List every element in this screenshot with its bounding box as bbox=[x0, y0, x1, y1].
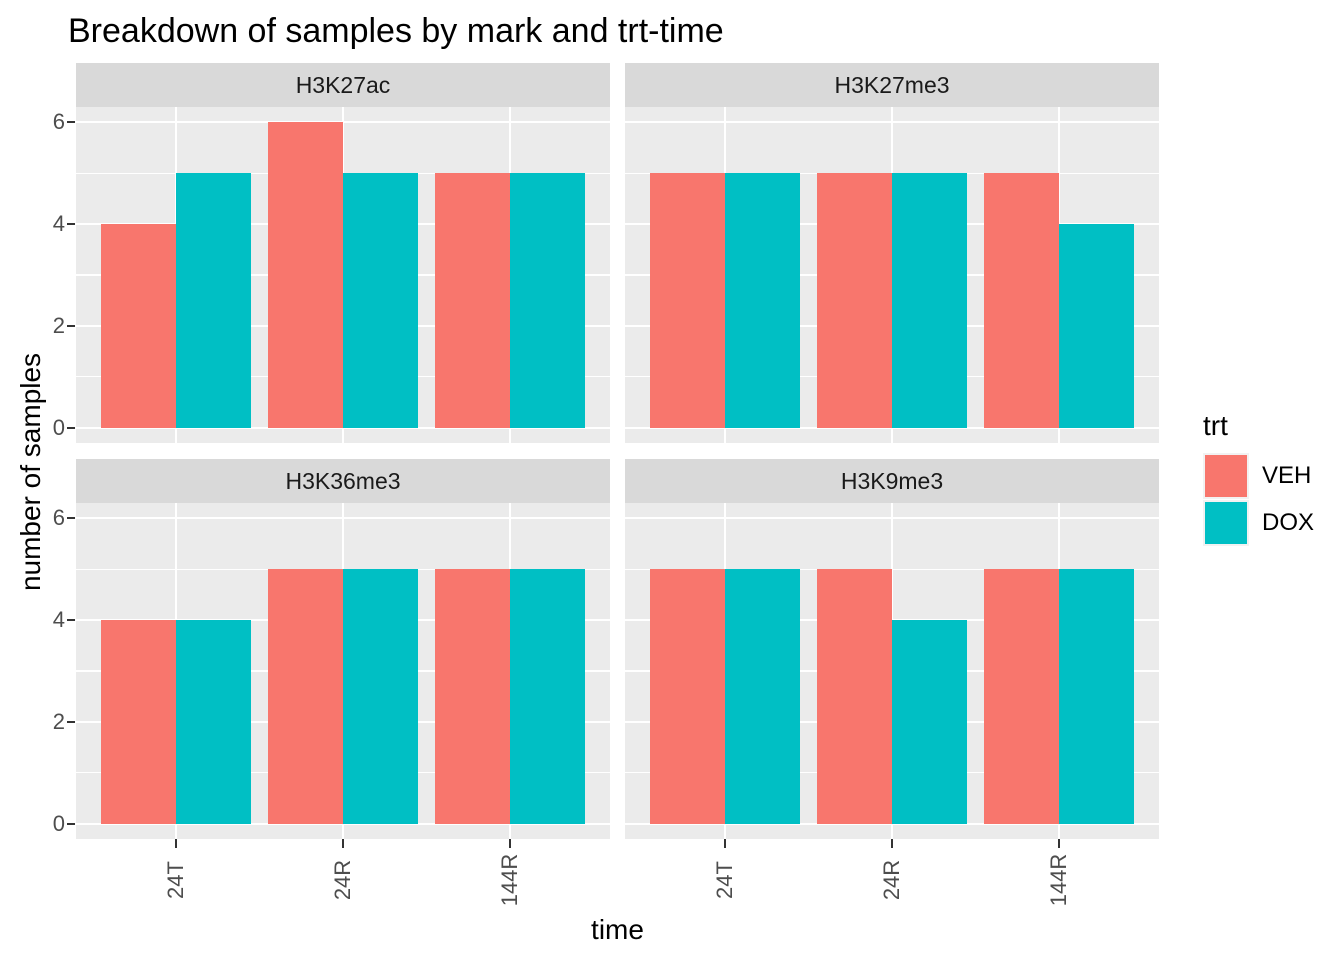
major-gridline-vertical bbox=[341, 503, 345, 839]
bar-dox-24T bbox=[176, 620, 252, 824]
legend-label: DOX bbox=[1262, 509, 1315, 536]
legend-title: trt bbox=[1203, 410, 1228, 441]
x-tick-label: 24R bbox=[330, 859, 355, 901]
y-tick-label: 6 bbox=[52, 505, 65, 531]
y-tick-label: 0 bbox=[52, 414, 65, 440]
legend-label: VEH bbox=[1262, 462, 1312, 489]
legend-key-swatch bbox=[1203, 453, 1249, 499]
x-tick-label: 144R bbox=[1045, 853, 1071, 907]
y-tick-mark bbox=[67, 223, 75, 226]
bar-dox-144R bbox=[509, 569, 585, 824]
facet-strip-label: H3K27me3 bbox=[834, 71, 950, 98]
panel-h3k36me3 bbox=[76, 503, 610, 839]
bar-veh-24R bbox=[816, 173, 892, 428]
facet-strip-label: H3K9me3 bbox=[840, 467, 944, 494]
facet-strip-label: H3K36me3 bbox=[285, 467, 401, 494]
y-tick-mark bbox=[67, 720, 75, 723]
bar-dox-24T bbox=[725, 569, 801, 824]
x-tick-mark bbox=[175, 839, 178, 848]
dox-color-swatch bbox=[1205, 502, 1247, 544]
facet-strip-label: H3K27ac bbox=[295, 71, 391, 98]
y-tick-mark bbox=[67, 517, 75, 520]
y-tick-mark bbox=[67, 619, 75, 622]
y-tick-mark bbox=[67, 324, 75, 327]
bar-dox-24R bbox=[892, 173, 968, 428]
facet-strip-h3k9me3: H3K9me3 bbox=[625, 459, 1159, 503]
major-gridline-vertical bbox=[890, 503, 894, 839]
legend-key-swatch bbox=[1203, 500, 1249, 546]
x-tick-mark bbox=[1057, 839, 1060, 848]
bar-dox-24T bbox=[176, 173, 252, 428]
bar-dox-144R bbox=[1058, 224, 1134, 428]
y-tick-mark bbox=[67, 121, 75, 124]
y-tick-label: 4 bbox=[52, 607, 65, 633]
panel-h3k27me3 bbox=[625, 107, 1159, 443]
x-tick-label: 24T bbox=[163, 861, 189, 899]
bar-veh-144R bbox=[434, 569, 510, 824]
legend: trt VEH DOX bbox=[1203, 410, 1314, 547]
x-tick-mark bbox=[341, 839, 345, 848]
bar-veh-24R bbox=[267, 569, 343, 824]
bar-veh-24R bbox=[267, 122, 343, 428]
bar-veh-144R bbox=[983, 173, 1059, 428]
facet-strip-h3k27me3: H3K27me3 bbox=[625, 63, 1159, 107]
x-tick-mark bbox=[508, 839, 511, 848]
veh-color-swatch bbox=[1205, 455, 1247, 497]
legend-item-dox: DOX bbox=[1203, 500, 1314, 546]
bar-veh-24T bbox=[650, 569, 726, 824]
y-tick-mark bbox=[67, 426, 75, 429]
x-tick-label: 144R bbox=[496, 853, 522, 907]
bar-veh-24R bbox=[816, 569, 892, 824]
x-tick-mark bbox=[890, 839, 894, 848]
y-tick-label: 0 bbox=[52, 810, 65, 836]
major-gridline-vertical bbox=[341, 107, 345, 443]
y-tick-label: 2 bbox=[52, 312, 65, 338]
y-axis-title: number of samples bbox=[15, 352, 46, 592]
bar-veh-24T bbox=[650, 173, 726, 428]
x-axis-title: time bbox=[591, 914, 644, 945]
panel-h3k9me3 bbox=[625, 503, 1159, 839]
bar-dox-24R bbox=[343, 569, 419, 824]
bar-veh-144R bbox=[983, 569, 1059, 824]
x-tick-mark bbox=[724, 839, 727, 848]
bar-veh-24T bbox=[101, 224, 177, 428]
legend-item-veh: VEH bbox=[1203, 453, 1314, 499]
bar-dox-144R bbox=[1058, 569, 1134, 824]
y-tick-mark bbox=[67, 822, 75, 825]
panel-h3k27ac bbox=[76, 107, 610, 443]
facet-strip-h3k36me3: H3K36me3 bbox=[76, 459, 610, 503]
x-tick-label: 24R bbox=[879, 859, 904, 901]
major-gridline-vertical bbox=[890, 107, 894, 443]
y-tick-label: 2 bbox=[52, 708, 65, 734]
facet-strip-h3k27ac: H3K27ac bbox=[76, 63, 610, 107]
bar-dox-24T bbox=[725, 173, 801, 428]
bar-veh-24T bbox=[101, 620, 177, 824]
bar-dox-144R bbox=[509, 173, 585, 428]
bar-dox-24R bbox=[892, 620, 968, 824]
bar-dox-24R bbox=[343, 173, 419, 428]
y-tick-label: 6 bbox=[52, 109, 65, 135]
bar-veh-144R bbox=[434, 173, 510, 428]
y-tick-label: 4 bbox=[52, 211, 65, 237]
x-tick-label: 24T bbox=[712, 861, 738, 899]
plot-title: Breakdown of samples by mark and trt-tim… bbox=[68, 12, 724, 50]
